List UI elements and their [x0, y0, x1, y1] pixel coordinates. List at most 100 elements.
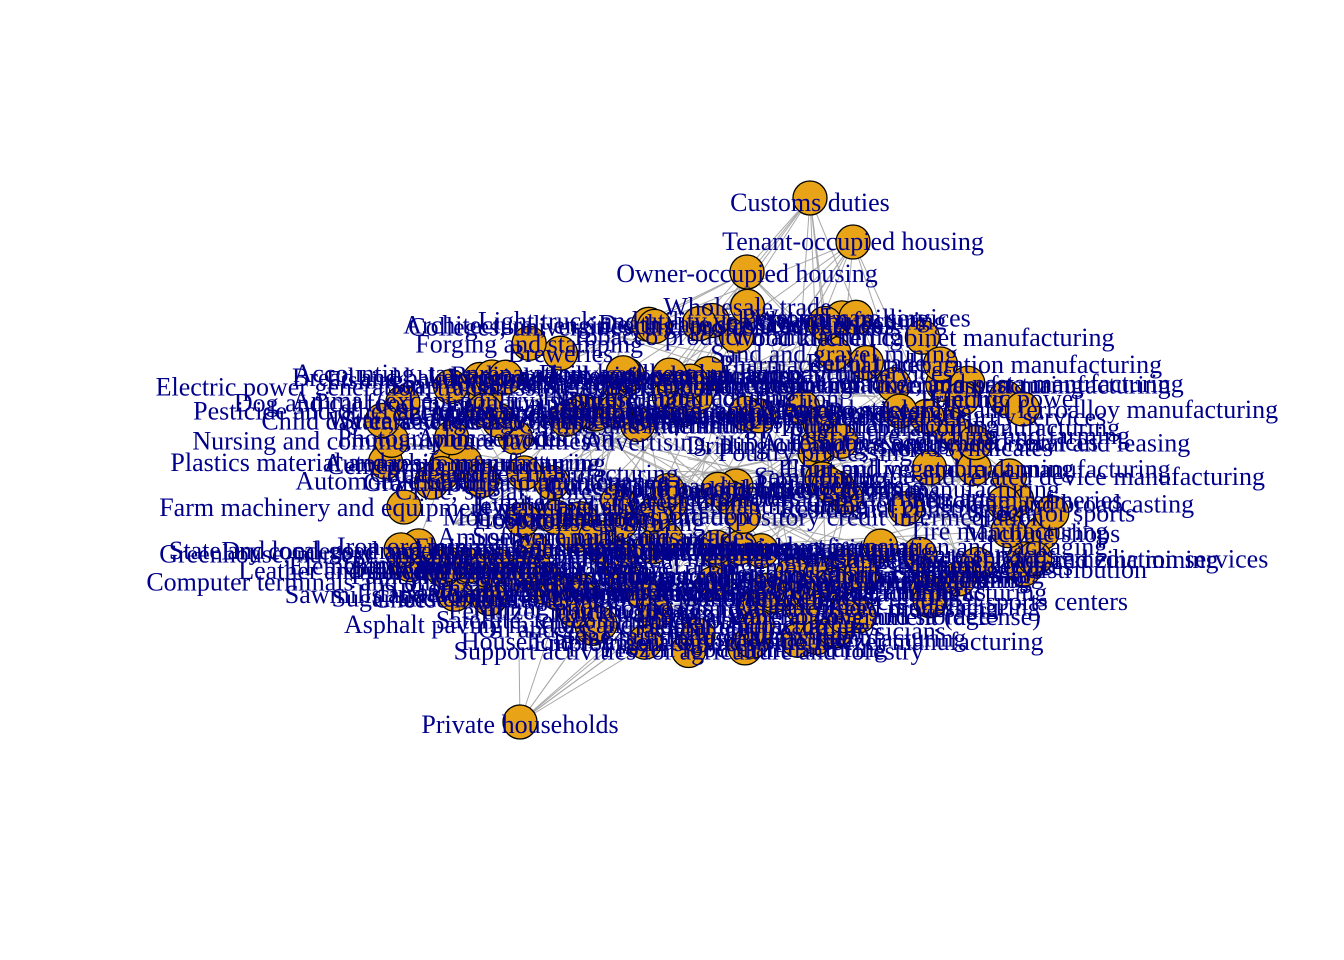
node-label: Aluminum product manufacturing	[642, 410, 999, 439]
node-label: Fitness and recreational sports centers	[732, 587, 1128, 616]
node-label: Grantmaking	[363, 468, 500, 497]
graph-edge	[643, 384, 895, 551]
graph-edge	[746, 271, 829, 360]
node-label: Residential construction	[779, 495, 1031, 524]
node-label: Federal general government (defense)	[646, 602, 1041, 631]
graph-node	[727, 395, 763, 431]
node-label: Oilseed farming	[537, 508, 705, 537]
node-label: Offices of dentists	[623, 475, 813, 504]
node-label: Waste management and remediation service…	[801, 545, 1268, 574]
node-label: Sugar and confectionery product manufact…	[332, 584, 830, 613]
node-label: Ready-mix concrete manufacturing	[399, 577, 767, 606]
node-label: Oil and gas extraction	[478, 614, 707, 643]
node-label: Construction machinery manufacturing	[512, 533, 921, 562]
node-label: Home health care services	[783, 540, 1057, 569]
graph-node	[386, 489, 422, 525]
node-label: Farm machinery and equipment manufacturi…	[159, 493, 649, 522]
node-label: Fruit farming	[889, 565, 1028, 594]
node-label: Cement manufacturing	[327, 451, 566, 480]
node-label: Iron ore mining	[337, 532, 500, 561]
node-label: Forging and stamping	[415, 329, 643, 358]
node-label: Child day care services	[261, 406, 503, 435]
node-label: Residential mental health	[627, 402, 891, 431]
graph-edge	[620, 336, 967, 448]
node-label: State and local government passenger tra…	[169, 536, 634, 565]
graph-node-households	[502, 704, 538, 740]
node-label: Flour milling and malt manufacturing	[778, 454, 1171, 483]
graph-node	[862, 528, 899, 564]
node-label: Toilet preparation manufacturing	[777, 413, 1120, 442]
node-label: Synthetic dye and pigment manufacturing	[402, 544, 838, 573]
graph-edge	[519, 607, 659, 723]
graph-edge	[768, 452, 794, 575]
node-label: Asphalt paving mixture and block manufac…	[344, 610, 856, 639]
graph-node	[941, 561, 977, 597]
node-label: Railroad rolling stock manufacturing	[601, 560, 986, 589]
node-label: Frozen food manufacturing	[603, 634, 887, 663]
node-label: Dry-cleaning and laundry services	[379, 579, 736, 608]
node-label: Paint and coating manufacturing	[351, 561, 690, 590]
node-label: Real estate	[385, 460, 498, 489]
node-label: Software publishers	[472, 522, 679, 551]
node-label: Nursing and community care facilities	[192, 426, 591, 455]
node-label: Civic, social, professional, and similar…	[395, 477, 940, 506]
node-label: Religious organizations	[712, 571, 958, 600]
graph-node	[848, 344, 884, 381]
node-label: Museums, historical sites, zoos, and par…	[548, 576, 986, 605]
graph-node	[515, 547, 551, 583]
graph-node	[739, 608, 775, 644]
node-label: Travel arrangement and reservation servi…	[613, 552, 1073, 581]
node-label: Wineries	[751, 626, 844, 655]
graph-node	[695, 566, 731, 602]
node-label: Textile mills	[601, 526, 731, 555]
graph-node	[922, 346, 959, 382]
node-label: Cutting and machining	[518, 411, 756, 440]
graph-node	[1034, 494, 1070, 531]
graph-node	[383, 532, 419, 568]
node-label: Soybean and other oilseed processing	[607, 594, 998, 623]
node-label: Coffee and tea manufacturing	[370, 459, 679, 488]
graph-node	[882, 393, 918, 429]
node-label: Distilleries	[768, 309, 882, 338]
node-label: Ice cream and frozen dessert manufacturi…	[715, 370, 1170, 399]
node-label: Hospitals	[473, 506, 571, 535]
node-label: Household refrigerator and home freezer …	[461, 627, 1044, 656]
graph-node	[424, 455, 460, 492]
node-label: Dog and cat food manufacturing	[234, 389, 572, 418]
graph-node-owner	[729, 254, 765, 290]
node-label: Computer terminals and other computer pe…	[146, 567, 948, 596]
label-layer: State and local government (other servic…	[146, 188, 1278, 739]
graph-node	[506, 455, 542, 491]
node-label: Glass and glass product manufacturing	[628, 565, 1032, 594]
graph-node	[431, 546, 468, 582]
node-label: Drilling oil and gas wells	[686, 431, 949, 460]
node-label: Securities and commodity contracts	[394, 398, 766, 427]
graph-edge	[768, 241, 854, 453]
node-label: Performing arts companies	[722, 559, 1002, 588]
node-label: Tobacco product manufacturing	[571, 322, 903, 351]
graph-node	[364, 402, 400, 439]
graph-node	[901, 536, 938, 572]
node-label: Spectator sports	[968, 499, 1135, 528]
node-label: Automotive equipment rental and leasing	[760, 429, 1190, 458]
node-label: Warehousing and storage	[728, 602, 990, 631]
graph-node	[680, 617, 716, 653]
graph-node	[598, 393, 634, 429]
graph-node	[912, 583, 948, 619]
graph-node	[539, 575, 576, 611]
graph-node	[434, 420, 470, 456]
node-label: Natural gas distribution	[901, 555, 1147, 584]
node-label: Investigation and security services	[747, 402, 1106, 431]
node-label: Cable and other subscription programming	[597, 561, 1043, 590]
graph-node	[636, 308, 673, 345]
node-label: Sand and gravel mining	[710, 339, 958, 368]
node-label: Pesticide and other agricultural chemica…	[193, 396, 776, 425]
node-label: Tortilla manufacturing	[435, 469, 669, 498]
graph-node-tenant	[835, 224, 871, 260]
node-label: Junior colleges	[564, 577, 721, 606]
node-label: Scientific research and development serv…	[479, 570, 947, 599]
node-label: Seafood product preparation and packagin…	[654, 532, 1107, 561]
node-label: Cutlery and handtool manufacturing	[547, 472, 925, 501]
node-label: Beef cattle ranching and farming	[788, 421, 1130, 450]
node-label: Federal electric utilities	[634, 612, 879, 641]
